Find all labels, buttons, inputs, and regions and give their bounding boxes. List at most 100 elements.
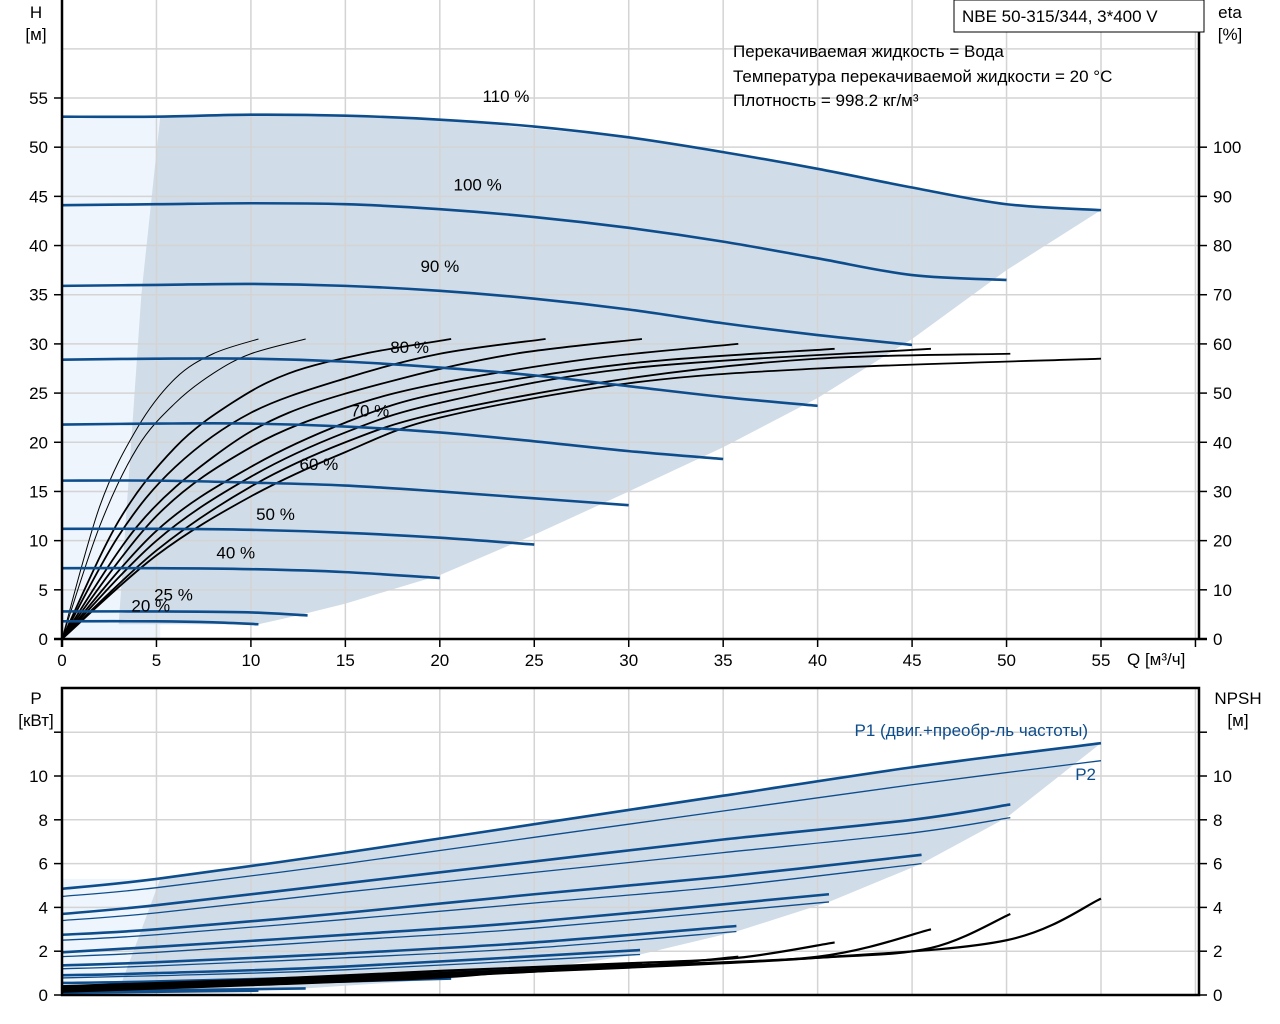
- p2-curve: [61, 760, 1102, 898]
- y2-tick-label: 4: [1213, 898, 1222, 917]
- p2-curve: [61, 953, 641, 979]
- y-tick-label: 45: [29, 187, 48, 206]
- y-tick-label: 30: [29, 335, 48, 354]
- speed-curve-label: 50 %: [256, 505, 295, 524]
- y-tick-label: 5: [39, 581, 48, 600]
- power-frame: [60, 686, 1201, 997]
- speed-curve-label: 110 %: [482, 87, 529, 106]
- y-axis-label-p: P: [30, 689, 41, 708]
- p1-curve: [61, 892, 830, 954]
- p1-curve: [61, 924, 737, 967]
- qh-axes: 0 5 10 15 20 25 30 35 40 45 50 55 0 5 10 15 20 25 30 35 40 45…: [29, 0, 1241, 670]
- p1-curve: [61, 741, 1102, 891]
- efficiency-curve: [61, 357, 1102, 640]
- x-tick-label: 20: [430, 651, 449, 670]
- speed-curve-label: 20 %: [131, 596, 170, 615]
- x-tick-label: 55: [1092, 651, 1111, 670]
- y-axis-unit-p: [кВт]: [18, 711, 53, 730]
- efficiency-curve: [61, 347, 932, 640]
- y2-axis-label-npsh: NPSH: [1214, 689, 1261, 708]
- legend-p2: P2: [1075, 765, 1096, 784]
- y2-tick-label: 20: [1213, 532, 1232, 551]
- y2-tick-label: 100: [1213, 138, 1241, 157]
- y-tick-label: 4: [39, 898, 48, 917]
- y-tick-label: 55: [29, 89, 48, 108]
- y2-tick-label: 70: [1213, 286, 1232, 305]
- efficiency-curve: [61, 338, 643, 640]
- efficiency-curve: [61, 338, 546, 640]
- p2-curve: [61, 901, 830, 958]
- y2-tick-label: 50: [1213, 384, 1232, 403]
- y2-tick-label: 30: [1213, 482, 1232, 501]
- qh-grid: [62, 0, 1199, 639]
- speed-curve-label: 100 %: [453, 175, 501, 194]
- speed-curve-label: 70 %: [351, 402, 390, 421]
- y-tick-label: 6: [39, 855, 48, 874]
- y2-tick-label: 40: [1213, 433, 1232, 452]
- pump-title: NBE 50-315/344, 3*400 V: [962, 7, 1158, 26]
- speed-curve: [61, 422, 724, 461]
- x-tick-label: 15: [336, 651, 355, 670]
- info-density: Плотность = 998.2 кг/м³: [733, 91, 919, 110]
- x-tick-label: 25: [525, 651, 544, 670]
- y-tick-label: 50: [29, 138, 48, 157]
- x-tick-label: 45: [903, 651, 922, 670]
- x-axis-label-q: Q [м³/ч]: [1127, 650, 1185, 669]
- x-tick-label: 0: [57, 651, 66, 670]
- efficiency-curve: [61, 338, 259, 640]
- p2-curves: [61, 760, 1102, 979]
- p2-curve: [61, 862, 922, 941]
- speed-curve: [61, 357, 818, 408]
- y2-tick-label: 90: [1213, 187, 1232, 206]
- y-tick-label: 35: [29, 286, 48, 305]
- y2-tick-label: 6: [1213, 855, 1222, 874]
- info-temperature: Температура перекачиваемой жидкости = 20…: [733, 67, 1112, 86]
- y2-tick-label: 80: [1213, 237, 1232, 256]
- operating-area: [118, 743, 1101, 991]
- y2-tick-label: 10: [1213, 581, 1232, 600]
- speed-curve: [61, 610, 308, 617]
- speed-curve-label: 40 %: [216, 543, 255, 562]
- y2-tick-label: 60: [1213, 335, 1232, 354]
- speed-curve: [61, 566, 440, 580]
- efficiency-curve: [61, 347, 835, 640]
- y-tick-label: 8: [39, 811, 48, 830]
- x-tick-label: 5: [152, 651, 161, 670]
- y-tick-label: 20: [29, 433, 48, 452]
- x-tick-label: 40: [808, 651, 827, 670]
- efficiency-curve: [61, 352, 1011, 640]
- p1-curve: [61, 803, 1011, 916]
- power-operating-region: [118, 743, 1101, 991]
- speed-curve-label: 90 %: [420, 257, 459, 276]
- speed-curve-label: 80 %: [390, 338, 429, 357]
- efficiency-curves: [61, 338, 1102, 640]
- pump-title-box: [953, 0, 1205, 33]
- y-tick-label: 2: [39, 942, 48, 961]
- p1-curves: [61, 741, 1102, 995]
- speed-curve: [61, 479, 629, 507]
- p2-curve: [61, 930, 737, 970]
- y-tick-label: 0: [39, 986, 48, 1005]
- x-tick-label: 50: [997, 651, 1016, 670]
- y2-axis-unit-npsh: [м]: [1227, 711, 1248, 730]
- y2-tick-label: 8: [1213, 811, 1222, 830]
- y2-tick-label: 0: [1213, 630, 1222, 649]
- p1-curve: [61, 948, 641, 977]
- y-axis-label-h: H: [30, 3, 42, 22]
- x-tick-label: 10: [241, 651, 260, 670]
- x-tick-label: 35: [714, 651, 733, 670]
- y-tick-label: 15: [29, 482, 48, 501]
- efficiency-curve: [61, 338, 452, 640]
- power-grid: [62, 688, 1199, 995]
- speed-curve: [61, 619, 259, 626]
- legend-p1: P1 (двиг.+преобр-ль частоты): [855, 721, 1088, 740]
- qh-speed-labels: 110 % 100 % 90 % 80 % 70 % 60 % 50 %40 % 25 %20…: [131, 87, 529, 616]
- y2-axis-unit-eta: [%]: [1218, 25, 1243, 44]
- y-tick-label: 10: [29, 532, 48, 551]
- x-tick-label: 30: [619, 651, 638, 670]
- qh-operating-region: [118, 114, 1101, 625]
- p2-curve: [61, 816, 1011, 922]
- speed-curve: [61, 282, 913, 347]
- p1-curve: [61, 989, 259, 995]
